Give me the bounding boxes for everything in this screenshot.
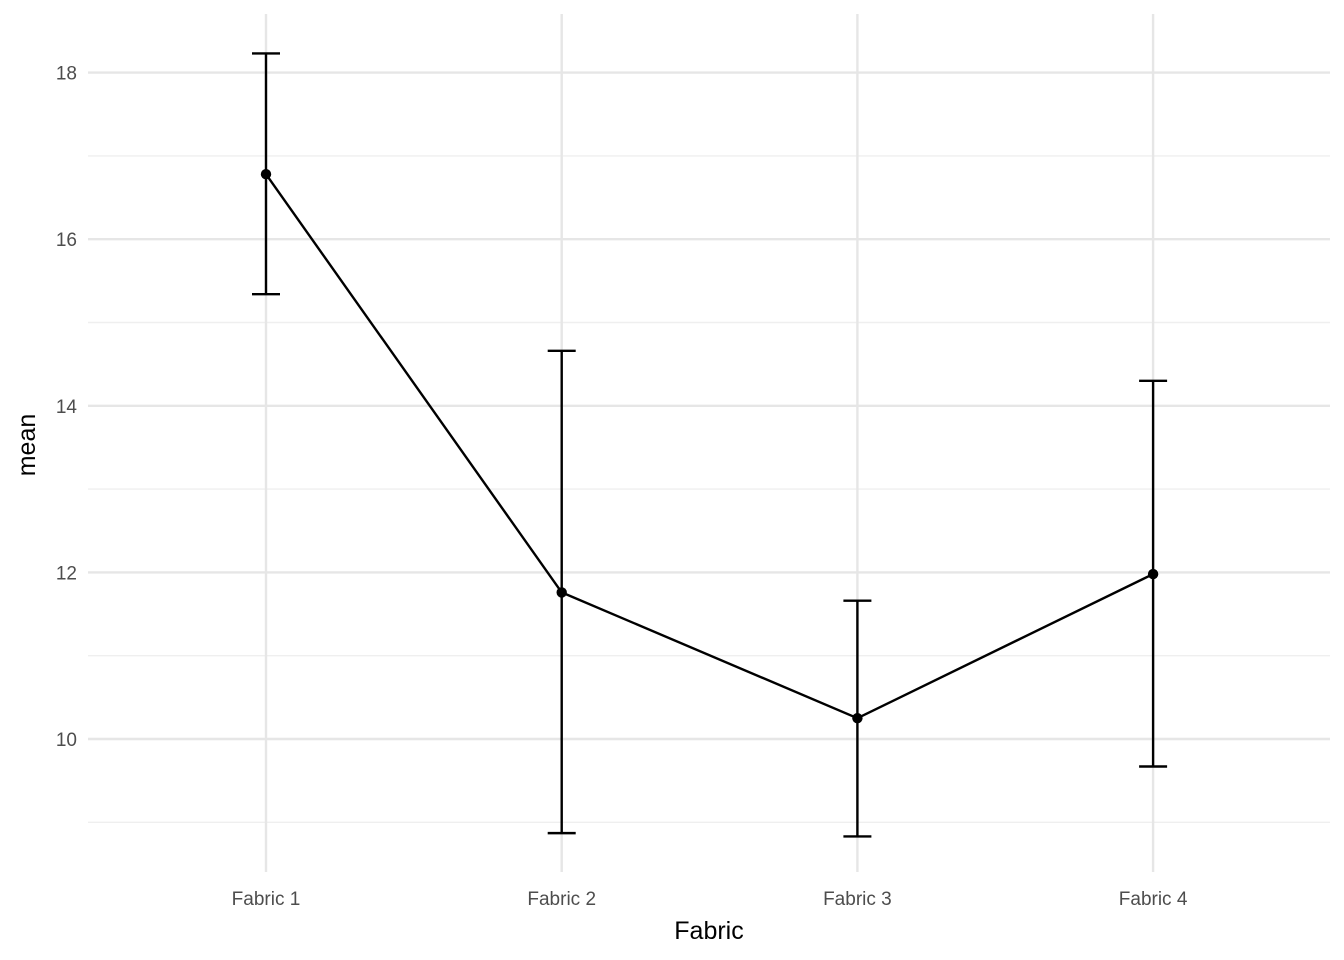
data-point bbox=[556, 587, 567, 598]
y-tick-label: 12 bbox=[56, 563, 77, 584]
y-tick-label: 16 bbox=[56, 230, 77, 251]
x-tick-label: Fabric 3 bbox=[823, 889, 892, 910]
x-axis-title: Fabric bbox=[674, 917, 743, 945]
grid bbox=[88, 14, 1330, 872]
data-point bbox=[260, 169, 272, 180]
y-tick-label: 10 bbox=[56, 730, 77, 751]
error-bars bbox=[252, 52, 1168, 838]
data-point bbox=[1147, 568, 1159, 580]
y-axis-title: mean bbox=[13, 414, 41, 477]
x-tick-label: Fabric 4 bbox=[1119, 889, 1188, 910]
x-tick-labels: Fabric 1 Fabric 2 Fabric 3 Fabric 4 bbox=[232, 889, 1188, 910]
series-line-group bbox=[265, 173, 1154, 720]
x-tick-label: Fabric 2 bbox=[527, 889, 596, 910]
y-tick-labels: 10 12 14 16 18 bbox=[56, 64, 78, 751]
series-line bbox=[265, 173, 1154, 720]
data-point bbox=[852, 712, 863, 724]
x-tick-label: Fabric 1 bbox=[232, 889, 301, 910]
y-tick-label: 14 bbox=[56, 397, 78, 418]
y-tick-label: 18 bbox=[56, 64, 77, 85]
data-points bbox=[260, 169, 1159, 724]
